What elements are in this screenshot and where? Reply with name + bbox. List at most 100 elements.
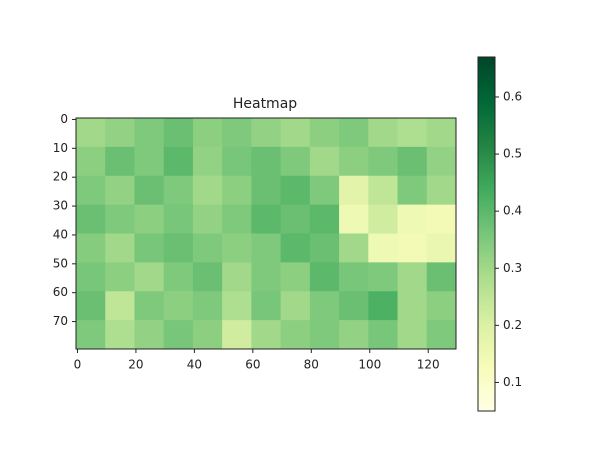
heatmap-cell	[397, 175, 428, 206]
heatmap-cell	[251, 204, 282, 234]
x-tick-label: 120	[417, 358, 440, 372]
heatmap-cell	[251, 118, 282, 148]
heatmap-cell	[251, 262, 282, 292]
heatmap-cell	[76, 262, 106, 292]
heatmap-cell	[280, 262, 311, 292]
y-tick-label: 40	[53, 227, 68, 241]
heatmap-cell	[134, 175, 165, 206]
heatmap-cell	[134, 146, 165, 177]
heatmap-cell	[222, 291, 252, 321]
chart-title: Heatmap	[233, 96, 297, 112]
heatmap-cell	[309, 233, 340, 263]
heatmap-cell	[426, 146, 457, 177]
y-tick-label: 50	[53, 256, 68, 270]
heatmap-cell	[280, 233, 311, 263]
heatmap-cell	[76, 175, 106, 206]
heatmap-cell	[368, 320, 399, 350]
heatmap-cell	[163, 175, 194, 206]
heatmap-cell	[134, 262, 165, 292]
heatmap-cell	[105, 146, 135, 177]
heatmap-cell	[105, 118, 135, 148]
heatmap-cell	[134, 320, 165, 350]
heatmap-cell	[426, 175, 457, 206]
heatmap-cell	[192, 118, 223, 148]
heatmap-cell	[339, 233, 369, 263]
heatmap-cell	[339, 291, 369, 321]
heatmap-cell	[163, 118, 194, 148]
heatmap-cell	[251, 175, 282, 206]
heatmap-cell	[309, 262, 340, 292]
heatmap-cell	[163, 320, 194, 350]
x-tick-label: 20	[128, 358, 143, 372]
heatmap-cell	[368, 118, 399, 148]
heatmap-cell	[76, 291, 106, 321]
heatmap-cell	[397, 118, 428, 148]
heatmap-cell	[76, 204, 106, 234]
heatmap-cell	[426, 118, 457, 148]
heatmap-cell	[339, 146, 369, 177]
heatmap-cell	[163, 204, 194, 234]
heatmap-cell	[222, 320, 252, 350]
heatmap-cell	[339, 204, 369, 234]
heatmap-cell	[76, 320, 106, 350]
heatmap-cell	[251, 146, 282, 177]
heatmap-cell	[280, 118, 311, 148]
heatmap-cell	[426, 233, 457, 263]
heatmap-cell	[192, 320, 223, 350]
x-tick-label: 80	[304, 358, 319, 372]
heatmap-cell	[163, 146, 194, 177]
heatmap-cell	[368, 146, 399, 177]
colorbar-tick-label: 0.3	[503, 261, 522, 275]
heatmap-cell	[309, 146, 340, 177]
heatmap-cell	[280, 291, 311, 321]
heatmap-cell	[251, 233, 282, 263]
heatmap-cell	[368, 291, 399, 321]
heatmap-cell	[222, 204, 252, 234]
heatmap-cell	[309, 204, 340, 234]
y-tick-label: 30	[53, 199, 68, 213]
heatmap-cell	[397, 204, 428, 234]
heatmap-cell	[76, 233, 106, 263]
heatmap-cell	[339, 118, 369, 148]
heatmap-cell	[222, 262, 252, 292]
heatmap-cell	[368, 233, 399, 263]
heatmap-cell	[192, 233, 223, 263]
heatmap-cell	[134, 118, 165, 148]
heatmap-cell	[134, 233, 165, 263]
heatmap-cell	[192, 291, 223, 321]
heatmap-cell	[251, 320, 282, 350]
heatmap-cell	[280, 204, 311, 234]
heatmap-cell	[222, 118, 252, 148]
heatmap-cell	[397, 233, 428, 263]
heatmap-cell	[309, 118, 340, 148]
heatmap-cell	[280, 175, 311, 206]
heatmap-cell	[222, 175, 252, 206]
y-tick-label: 10	[53, 141, 68, 155]
heatmap-cell	[368, 175, 399, 206]
axes-frame	[75, 117, 457, 350]
heatmap-cell	[339, 262, 369, 292]
heatmap-cell	[280, 320, 311, 350]
colorbar-tick-label: 0.5	[503, 147, 522, 161]
x-tick-label: 0	[74, 358, 82, 372]
heatmap-cell	[76, 118, 106, 148]
y-tick-label: 70	[53, 314, 68, 328]
heatmap-cell	[134, 204, 165, 234]
y-tick-label: 60	[53, 285, 68, 299]
heatmap-cell	[192, 146, 223, 177]
heatmap-cell	[251, 291, 282, 321]
heatmap-cell	[192, 204, 223, 234]
heatmap-cell	[339, 175, 369, 206]
heatmap-cell	[397, 291, 428, 321]
heatmap-cell	[76, 146, 106, 177]
colorbar-tick-label: 0.1	[503, 375, 522, 389]
heatmap-cell	[397, 262, 428, 292]
heatmap-cell	[192, 175, 223, 206]
heatmap-cell	[339, 320, 369, 350]
heatmap-cell	[105, 291, 135, 321]
heatmap	[76, 118, 457, 350]
heatmap-cell	[105, 320, 135, 350]
x-tick-label: 40	[187, 358, 202, 372]
heatmap-cell	[309, 320, 340, 350]
